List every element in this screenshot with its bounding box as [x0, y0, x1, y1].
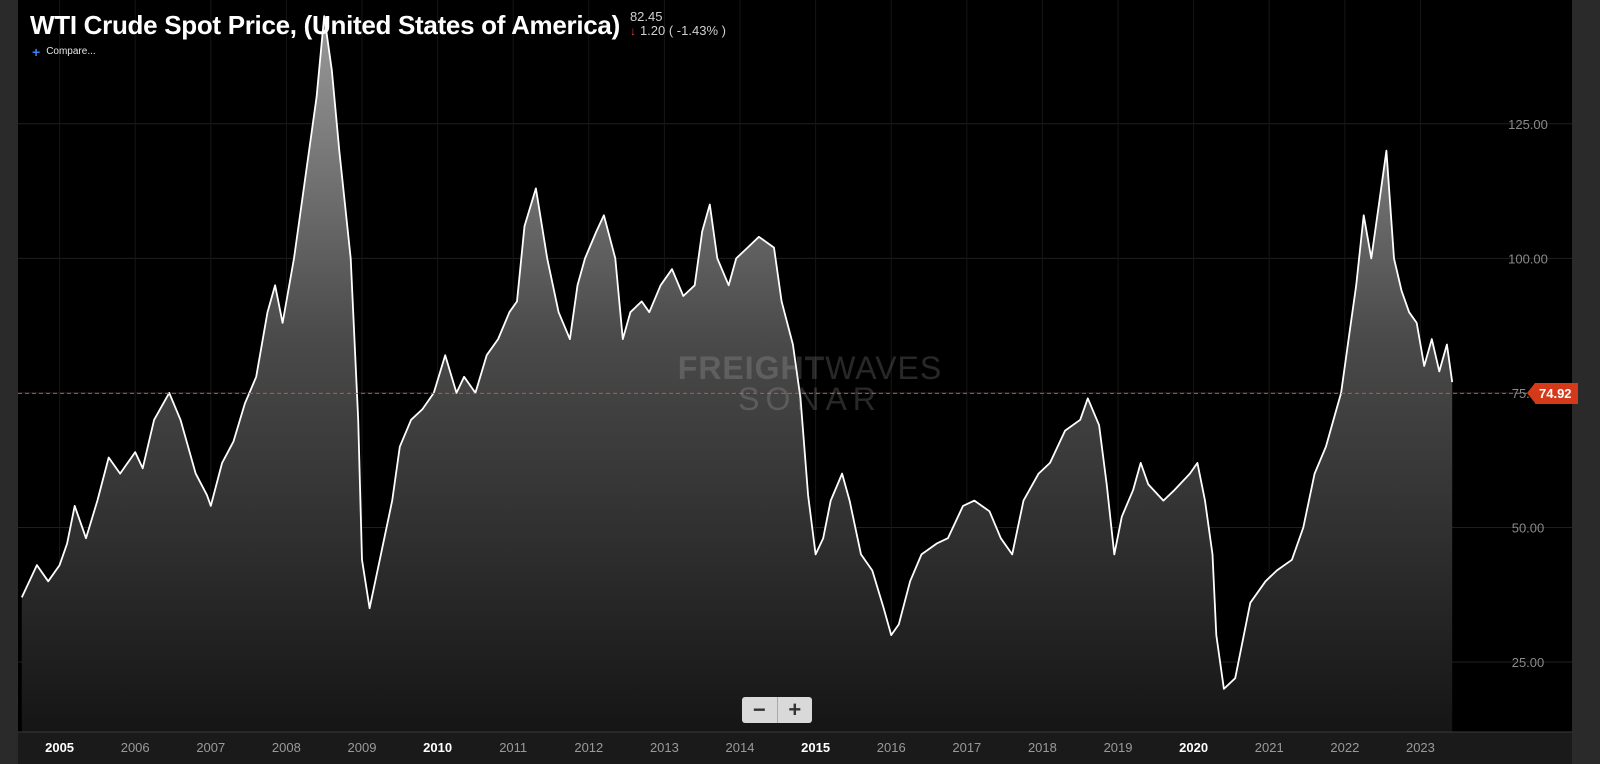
x-tick-label: 2008: [272, 740, 301, 755]
price-area-fill: [21, 16, 1453, 733]
x-tick-label: 2012: [574, 740, 603, 755]
chart-title: WTI Crude Spot Price, (United States of …: [30, 10, 620, 40]
y-tick-label: 125.00: [1508, 117, 1548, 132]
y-tick-label: 100.00: [1508, 251, 1548, 266]
x-tick-label: 2011: [499, 740, 527, 755]
last-price: 82.45: [629, 9, 663, 24]
compare-label: Compare...: [46, 46, 96, 57]
x-tick-label: 2015: [801, 740, 830, 755]
x-tick-label: 2020: [1179, 740, 1208, 755]
price-change-text: 1.20 ( -1.43% ): [639, 23, 726, 38]
x-tick-label: 2009: [348, 740, 377, 755]
left-scrollbar[interactable]: [0, 0, 18, 764]
price-change: ↓ 1.20 ( -1.43% ): [629, 23, 726, 39]
x-tick-label: 2016: [877, 740, 906, 755]
x-tick-label: 2018: [1028, 740, 1057, 755]
zoom-in-button[interactable]: +: [776, 697, 813, 723]
x-tick-label: 2007: [196, 740, 225, 755]
x-tick-label: 2006: [121, 740, 150, 755]
x-tick-label: 2014: [726, 740, 755, 755]
zoom-controls: − +: [742, 697, 812, 723]
x-tick-label: 2013: [650, 740, 679, 755]
compare-button[interactable]: + Compare...: [32, 43, 96, 60]
x-tick-label: 2019: [1104, 740, 1133, 755]
plus-icon: +: [32, 43, 41, 60]
x-axis: 2005 2006 2007 2008 2009 2010 2011 2012 2013 2014…: [45, 740, 1435, 755]
x-tick-label: 2022: [1330, 740, 1359, 755]
y-tick-label: 50.00: [1512, 520, 1545, 535]
zoom-out-button[interactable]: −: [752, 697, 766, 722]
x-tick-label: 2010: [423, 740, 452, 755]
y-tick-label: 25.00: [1512, 655, 1545, 670]
x-tick-label: 2017: [952, 740, 981, 755]
x-tick-label: 2005: [45, 740, 74, 755]
x-tick-label: 2023: [1406, 740, 1435, 755]
down-arrow-icon: ↓: [629, 24, 636, 38]
price-summary: 82.45 ↓ 1.20 ( -1.43% ): [629, 9, 726, 39]
right-edge-bar: [1572, 0, 1600, 764]
price-series-line: [20, 15, 1454, 690]
last-value-tag: 74.92: [1527, 382, 1578, 404]
x-tick-label: 2021: [1255, 740, 1284, 755]
chart-header: WTI Crude Spot Price, (United States of …: [30, 8, 726, 42]
